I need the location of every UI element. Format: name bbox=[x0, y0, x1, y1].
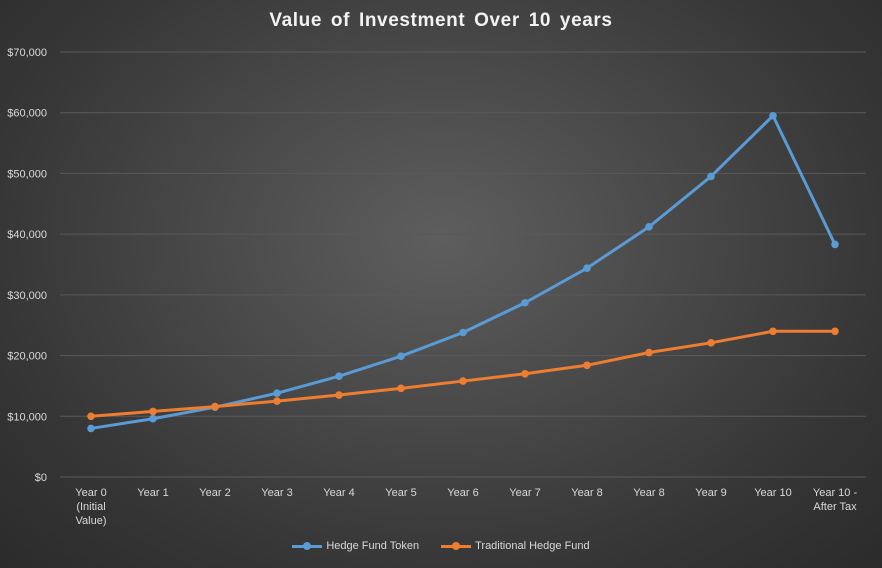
data-point-traditional-hedge-fund[interactable] bbox=[707, 339, 715, 347]
legend-marker-icon bbox=[452, 542, 461, 550]
x-tick-label: Year 8 bbox=[571, 487, 602, 499]
x-tick-label: Year 5 bbox=[385, 487, 416, 499]
legend-label: Hedge Fund Token bbox=[326, 540, 420, 552]
x-tick-label: Year 10 bbox=[754, 487, 792, 499]
data-point-traditional-hedge-fund[interactable] bbox=[397, 384, 405, 393]
legend-item-traditional-hedge-fund[interactable]: Traditional Hedge Fund bbox=[441, 540, 590, 552]
legend-label: Traditional Hedge Fund bbox=[475, 540, 590, 552]
series-line-traditional-hedge-fund bbox=[90, 329, 835, 418]
data-point-traditional-hedge-fund[interactable] bbox=[831, 327, 839, 336]
legend-swatch-traditional-hedge-fund bbox=[441, 541, 472, 551]
x-axis-ticks: Year 0 (Initial Value) Year 1 Year 2 Year 3 Ye… bbox=[75, 487, 857, 527]
chart-title: Value of Investment Over 10 years bbox=[269, 10, 613, 31]
data-point-traditional-hedge-fund[interactable] bbox=[459, 377, 467, 385]
data-point-traditional-hedge-fund[interactable] bbox=[645, 348, 653, 357]
y-tick-label: $60,000 bbox=[7, 108, 47, 120]
x-tick-label: Year 0 (Initial Value) bbox=[75, 487, 106, 527]
data-point-hedge-fund-token[interactable] bbox=[831, 240, 839, 249]
data-point-hedge-fund-token[interactable] bbox=[769, 111, 777, 120]
y-tick-label: $20,000 bbox=[7, 351, 47, 363]
x-tick-label: Year 2 bbox=[199, 487, 230, 499]
data-point-hedge-fund-token[interactable] bbox=[645, 223, 653, 231]
y-axis-ticks: $0 $10,000 $20,000 $30,000 $40,000 $50,000 $60… bbox=[7, 47, 47, 484]
x-tick-label: Year 1 bbox=[137, 487, 168, 499]
data-point-hedge-fund-token[interactable] bbox=[397, 352, 405, 360]
y-tick-label: $50,000 bbox=[7, 168, 47, 180]
data-point-traditional-hedge-fund[interactable] bbox=[583, 361, 591, 370]
data-point-hedge-fund-token[interactable] bbox=[521, 298, 529, 307]
data-point-traditional-hedge-fund[interactable] bbox=[335, 391, 343, 399]
data-point-hedge-fund-token[interactable] bbox=[87, 424, 95, 433]
data-point-hedge-fund-token[interactable] bbox=[149, 414, 157, 423]
x-tick-label: Year 8 bbox=[633, 487, 664, 499]
data-point-hedge-fund-token[interactable] bbox=[273, 389, 281, 398]
series-layer bbox=[87, 111, 839, 433]
x-tick-label: Year 6 bbox=[447, 487, 478, 499]
y-tick-label: $0 bbox=[35, 472, 47, 484]
y-tick-label: $40,000 bbox=[7, 229, 47, 241]
data-point-hedge-fund-token[interactable] bbox=[335, 372, 343, 381]
x-tick-label: Year 10 -After Tax bbox=[813, 487, 858, 513]
x-tick-label: Year 9 bbox=[695, 487, 726, 499]
y-tick-label: $70,000 bbox=[7, 47, 47, 59]
data-point-traditional-hedge-fund[interactable] bbox=[273, 397, 281, 405]
data-point-traditional-hedge-fund[interactable] bbox=[211, 402, 219, 411]
legend-marker-icon bbox=[303, 542, 312, 550]
x-tick-label: Year 7 bbox=[509, 487, 540, 499]
data-point-traditional-hedge-fund[interactable] bbox=[769, 327, 777, 336]
data-point-hedge-fund-token[interactable] bbox=[707, 172, 715, 181]
x-tick-label: Year 4 bbox=[323, 487, 354, 499]
legend: Hedge Fund Token Traditional Hedge Fund bbox=[0, 540, 882, 552]
data-point-traditional-hedge-fund[interactable] bbox=[521, 369, 529, 378]
data-point-hedge-fund-token[interactable] bbox=[459, 328, 467, 337]
data-point-traditional-hedge-fund[interactable] bbox=[149, 407, 157, 416]
legend-swatch-hedge-fund-token bbox=[292, 541, 323, 551]
gridlines bbox=[60, 51, 866, 478]
legend-item-hedge-fund-token[interactable]: Hedge Fund Token bbox=[292, 540, 419, 552]
y-tick-label: $10,000 bbox=[7, 411, 47, 423]
data-point-traditional-hedge-fund[interactable] bbox=[87, 412, 95, 421]
data-point-hedge-fund-token[interactable] bbox=[583, 264, 591, 272]
x-tick-label: Year 3 bbox=[261, 487, 292, 499]
y-tick-label: $30,000 bbox=[7, 290, 47, 302]
